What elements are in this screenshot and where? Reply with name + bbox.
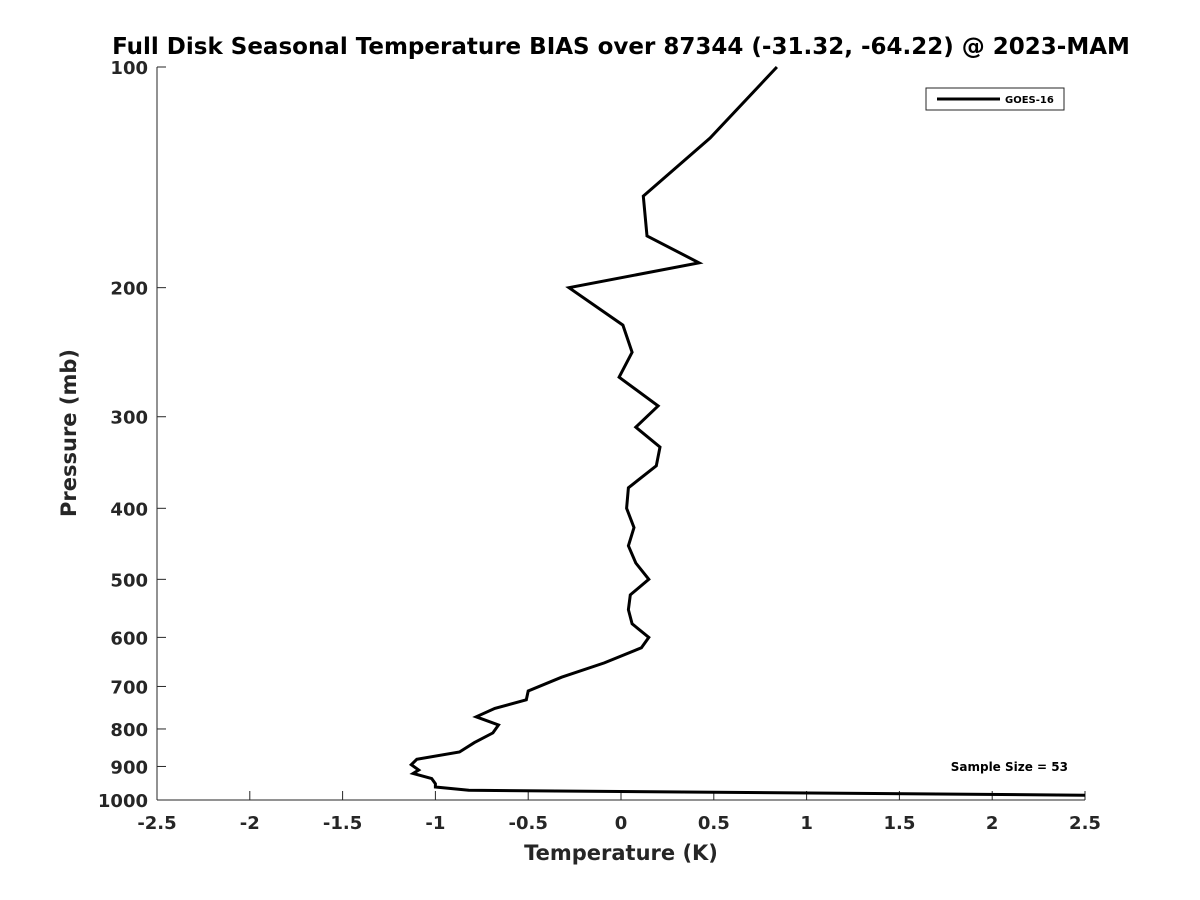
x-tick-label: 1 (800, 813, 813, 834)
x-tick-label: -1 (425, 813, 445, 834)
y-tick-label: 1000 (98, 791, 148, 812)
series-line-goes-16 (408, 65, 1086, 797)
x-tick-label: 1.5 (883, 813, 915, 834)
x-tick-label: 2.5 (1069, 813, 1101, 834)
legend: GOES-16 (925, 87, 1065, 111)
x-tick-label: 0 (615, 813, 628, 834)
chart-title: Full Disk Seasonal Temperature BIAS over… (112, 34, 1130, 60)
series-layer (408, 65, 1086, 797)
y-ticks: 100 200 300 400 500 600 700 800 900 1000 (98, 58, 166, 812)
y-tick-label: 200 (110, 279, 148, 300)
x-tick-label: -2 (240, 813, 260, 834)
x-tick-label: -1.5 (323, 813, 362, 834)
y-tick-label: 800 (110, 720, 148, 741)
x-tick-label: -0.5 (509, 813, 548, 834)
y-tick-label: 300 (110, 408, 148, 429)
y-tick-label: 900 (110, 757, 148, 778)
y-tick-label: 400 (110, 499, 148, 520)
y-tick-label: 500 (110, 570, 148, 591)
legend-label-goes-16: GOES-16 (1005, 95, 1054, 106)
x-ticks: -2.5 -2 -1.5 -1 -0.5 0 0.5 1 1.5 2 2.5 (137, 791, 1101, 834)
x-tick-label: 2 (986, 813, 999, 834)
x-axis-label: Temperature (K) (524, 841, 718, 865)
y-axis-label: Pressure (mb) (57, 349, 81, 517)
y-tick-label: 100 (110, 58, 148, 79)
x-tick-label: 0.5 (698, 813, 730, 834)
plot-axes (156, 67, 1085, 801)
y-tick-label: 700 (110, 677, 148, 698)
x-tick-label: -2.5 (137, 813, 176, 834)
y-tick-label: 600 (110, 628, 148, 649)
sample-size-annotation: Sample Size = 53 (951, 760, 1068, 774)
